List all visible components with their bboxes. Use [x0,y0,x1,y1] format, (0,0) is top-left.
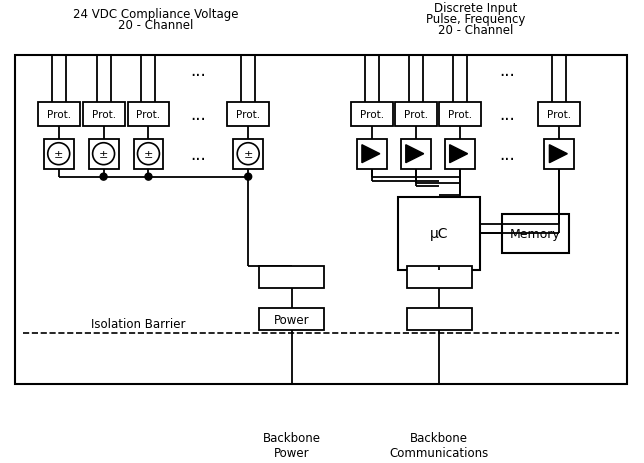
Polygon shape [549,145,567,163]
Text: ±: ± [54,150,63,159]
Text: Pulse, Frequency: Pulse, Frequency [426,13,526,25]
Bar [395,103,437,126]
Text: ±: ± [99,150,108,159]
Bar [351,103,393,126]
Text: Isolation Barrier: Isolation Barrier [91,317,185,330]
Polygon shape [362,145,380,163]
Text: Backbone
Power: Backbone Power [263,431,321,459]
Text: Prot.: Prot. [46,110,71,119]
Bar [401,139,431,169]
Circle shape [100,174,107,181]
Bar [227,103,269,126]
Bar [407,309,471,331]
Circle shape [145,174,152,181]
Text: Memory: Memory [510,227,561,240]
Bar [259,309,324,331]
Text: ±: ± [243,150,253,159]
Text: 24 VDC Compliance Voltage: 24 VDC Compliance Voltage [73,7,238,20]
Bar [502,214,569,254]
Text: Discrete Input: Discrete Input [434,1,517,14]
Bar [233,139,263,169]
Text: ...: ... [191,106,206,124]
Bar [357,139,387,169]
Bar [38,103,80,126]
Text: μC: μC [430,227,448,241]
Text: ±: ± [144,150,153,159]
Text: 20 - Channel: 20 - Channel [438,24,513,37]
Text: ...: ... [500,62,515,80]
Bar [398,197,480,271]
Text: 20 - Channel: 20 - Channel [118,19,193,31]
Bar [89,139,118,169]
Bar [444,139,475,169]
Bar [439,103,480,126]
Bar [15,56,627,384]
Text: Prot.: Prot. [360,110,384,119]
Text: Prot.: Prot. [236,110,260,119]
Bar [128,103,169,126]
Text: Power: Power [274,313,309,326]
Bar [407,267,471,289]
Text: Prot.: Prot. [448,110,471,119]
Text: ...: ... [191,145,206,163]
Text: ...: ... [500,145,515,163]
Text: Prot.: Prot. [547,110,571,119]
Bar [544,139,574,169]
Text: Backbone
Communications: Backbone Communications [390,431,489,459]
Text: Prot.: Prot. [137,110,160,119]
Bar [538,103,580,126]
Text: Prot.: Prot. [404,110,428,119]
Text: Prot.: Prot. [91,110,116,119]
Bar [44,139,73,169]
Text: ...: ... [500,106,515,124]
Polygon shape [406,145,424,163]
Circle shape [245,174,252,181]
Polygon shape [450,145,468,163]
Bar [82,103,124,126]
Bar [259,267,324,289]
Text: ...: ... [191,62,206,80]
Bar [133,139,164,169]
